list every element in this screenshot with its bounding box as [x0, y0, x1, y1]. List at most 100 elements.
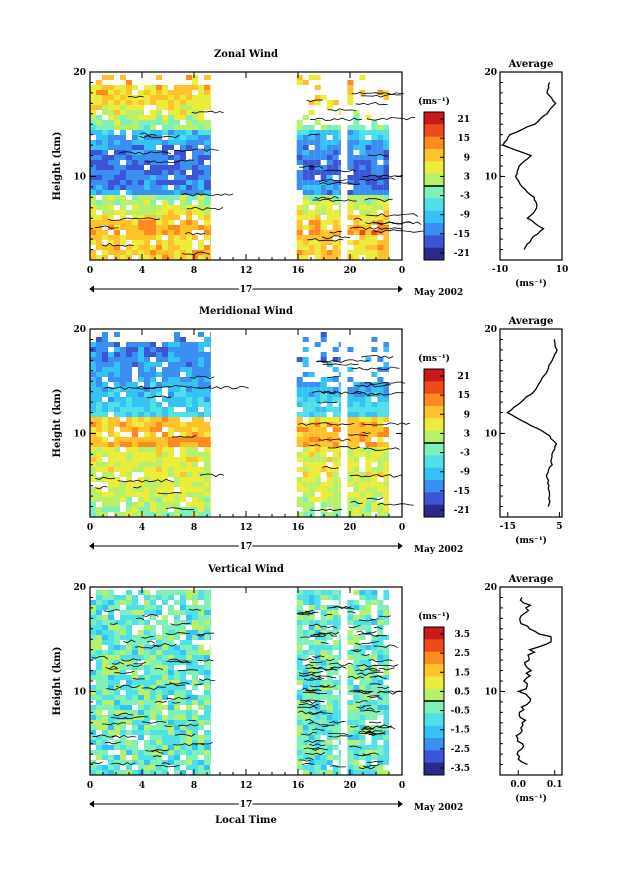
heatmap-cell [359, 720, 366, 725]
heatmap-cell [210, 135, 211, 140]
heatmap-cell [198, 387, 204, 392]
heatmap-cell [338, 655, 341, 660]
heatmap-cell [114, 467, 120, 472]
heatmap-cell [126, 690, 132, 695]
heatmap-cell [192, 115, 198, 120]
heatmap-cell [365, 750, 372, 755]
heatmap-cell [353, 770, 360, 775]
heatmap-cell [353, 730, 360, 735]
heatmap-cell [114, 755, 120, 760]
heatmap-cell [371, 170, 378, 175]
heatmap-cell [138, 150, 144, 155]
heatmap-cell [204, 382, 210, 387]
heatmap-cell [126, 377, 132, 382]
heatmap-cell [90, 675, 96, 680]
heatmap-cell [353, 452, 360, 457]
heatmap-cell [353, 190, 360, 195]
contour-segment [126, 664, 143, 667]
heatmap-cell [186, 437, 192, 442]
heatmap-cell [326, 442, 333, 447]
heatmap-cell [138, 442, 144, 447]
heatmap-cell [114, 392, 120, 397]
heatmap-cell [180, 367, 186, 372]
heatmap-cell [156, 670, 162, 675]
heatmap-cell [90, 160, 96, 165]
average-title: Average [508, 574, 554, 585]
heatmap-cell [96, 130, 102, 135]
heatmap-cell [383, 735, 389, 740]
heatmap-cell [186, 175, 192, 180]
heatmap-cell [90, 715, 96, 720]
contour-segment [308, 133, 321, 136]
heatmap-cell [359, 447, 366, 452]
heatmap-cell [353, 740, 360, 745]
heatmap-cell [96, 165, 102, 170]
heatmap-cell [302, 710, 309, 715]
heatmap-cell [198, 605, 204, 610]
contour-segment [373, 644, 398, 649]
heatmap-cell [156, 155, 162, 160]
heatmap-cell [156, 735, 162, 740]
contour-segment [328, 735, 353, 738]
heatmap-cell [174, 437, 180, 442]
average-x-tick-label: 0.0 [510, 780, 526, 790]
heatmap-cell [108, 190, 114, 195]
heatmap-cell [210, 342, 211, 347]
heatmap-cell [302, 235, 309, 240]
heatmap-cell [114, 347, 120, 352]
colorbar-unit: (ms⁻¹) [418, 96, 450, 107]
contour-segment [327, 733, 348, 736]
heatmap-cell [353, 230, 360, 235]
heatmap-cell [186, 245, 192, 250]
heatmap-cell [192, 210, 198, 215]
heatmap-cell [174, 190, 180, 195]
contour-segment [373, 626, 383, 630]
heatmap-cell [180, 675, 186, 680]
heatmap-cell [156, 502, 162, 507]
contour-segment [142, 614, 159, 617]
heatmap-cell [204, 502, 210, 507]
heatmap-cell [150, 367, 156, 372]
heatmap-cell [174, 690, 180, 695]
heatmap-cell [120, 100, 126, 105]
heatmap-cell [114, 220, 120, 225]
heatmap-cell [204, 690, 210, 695]
heatmap-cell [359, 240, 366, 245]
heatmap-cell [126, 685, 132, 690]
heatmap-cell [314, 382, 321, 387]
heatmap-cell [204, 452, 210, 457]
heatmap-cell [353, 437, 360, 442]
heatmap-cell [359, 590, 366, 595]
heatmap-cell [204, 437, 210, 442]
heatmap-cell [102, 512, 108, 517]
heatmap-cell [90, 95, 96, 100]
heatmap-cell [144, 630, 150, 635]
heatmap-cell [126, 372, 132, 377]
heatmap-cell [302, 655, 309, 660]
heatmap-cell [150, 760, 156, 765]
heatmap-cell [314, 760, 321, 765]
heatmap-cell [320, 715, 327, 720]
heatmap-cell [180, 392, 186, 397]
heatmap-cell [308, 745, 315, 750]
heatmap-cell [314, 155, 321, 160]
heatmap-cell [114, 660, 120, 665]
heatmap-cell [114, 372, 120, 377]
colorbar-tick-label: 15 [457, 134, 470, 144]
heatmap-cell [353, 115, 360, 120]
colorbar-swatch [424, 369, 444, 382]
contour-segment [311, 390, 337, 394]
heatmap-cell [371, 372, 378, 377]
contour-segment [157, 492, 182, 495]
heatmap-cell [156, 477, 162, 482]
heatmap-cell [204, 165, 210, 170]
heatmap-cell [308, 680, 315, 685]
heatmap-cell [150, 630, 156, 635]
heatmap-cell [353, 497, 360, 502]
heatmap-cell [347, 610, 354, 615]
heatmap-cell [96, 120, 102, 125]
heatmap-cell [326, 492, 333, 497]
heatmap-cell [186, 680, 192, 685]
heatmap-cell [132, 730, 138, 735]
contour-segment [303, 747, 328, 751]
